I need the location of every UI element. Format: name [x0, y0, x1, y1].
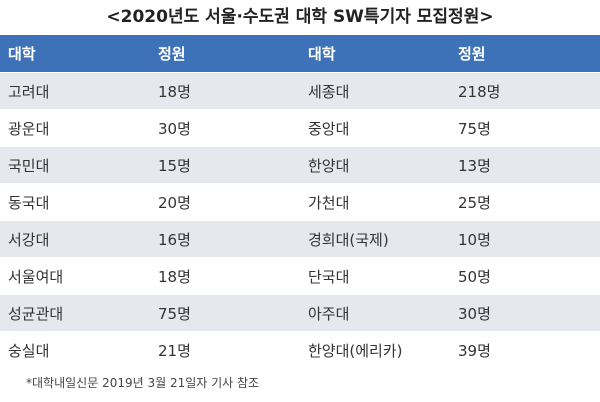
header-row: 대학 정원 대학 정원 [0, 35, 600, 73]
table-row: 국민대 15명 한양대 13명 [0, 146, 600, 184]
table-cell: 10명 [450, 220, 600, 258]
table-cell: 25명 [450, 183, 600, 221]
table-cell: 세종대 [300, 72, 450, 110]
table-cell: 성균관대 [0, 294, 150, 332]
table-cell: 16명 [150, 220, 300, 258]
header-cell: 대학 [0, 35, 150, 73]
title: <2020년도 서울·수도권 대학 SW특기자 모집정원> [106, 7, 494, 27]
table-cell: 39명 [450, 331, 600, 368]
table-cell: 동국대 [0, 183, 150, 221]
table-cell: 아주대 [300, 294, 450, 332]
table-cell: 국민대 [0, 146, 150, 184]
table-cell: 18명 [150, 72, 300, 110]
table-row: 성균관대 75명 아주대 30명 [0, 294, 600, 332]
table-cell: 218명 [450, 72, 600, 110]
table: 대학 정원 대학 정원 고려대 18명 세종대 218명 광운대 30명 중앙대 75명 국민대 15명… [0, 35, 600, 368]
table-row: 동국대 20명 가천대 25명 [0, 183, 600, 221]
table-cell: 한양대(에리카) [300, 331, 450, 368]
table-cell: 13명 [450, 146, 600, 184]
table-cell: 숭실대 [0, 331, 150, 368]
table-cell: 고려대 [0, 72, 150, 110]
table-cell: 75명 [450, 109, 600, 147]
table-row: 고려대 18명 세종대 218명 [0, 72, 600, 110]
table-cell: 단국대 [300, 257, 450, 295]
header-cell: 정원 [150, 35, 300, 73]
table-cell: 75명 [150, 294, 300, 332]
header-cell: 정원 [450, 35, 600, 73]
table-cell: 18명 [150, 257, 300, 295]
footnote: *대학내일신문 2019년 3월 21일자 기사 참조 [26, 376, 260, 390]
table-row: 숭실대 21명 한양대(에리카) 39명 [0, 331, 600, 368]
header-cell: 대학 [300, 35, 450, 73]
table-cell: 광운대 [0, 109, 150, 147]
table-cell: 30명 [150, 109, 300, 147]
table-cell: 서울여대 [0, 257, 150, 295]
table-cell: 중앙대 [300, 109, 450, 147]
table-cell: 50명 [450, 257, 600, 295]
table-row: 서강대 16명 경희대(국제) 10명 [0, 220, 600, 258]
table-cell: 한양대 [300, 146, 450, 184]
table-cell: 21명 [150, 331, 300, 368]
table-cell: 경희대(국제) [300, 220, 450, 258]
table-cell: 30명 [450, 294, 600, 332]
table-cell: 15명 [150, 146, 300, 184]
table-cell: 가천대 [300, 183, 450, 221]
table-cell: 20명 [150, 183, 300, 221]
table-cell: 서강대 [0, 220, 150, 258]
table-row: 광운대 30명 중앙대 75명 [0, 109, 600, 147]
table-body: 고려대 18명 세종대 218명 광운대 30명 중앙대 75명 국민대 15명 한양대 13명 동국대… [0, 72, 600, 368]
table-row: 서울여대 18명 단국대 50명 [0, 257, 600, 295]
